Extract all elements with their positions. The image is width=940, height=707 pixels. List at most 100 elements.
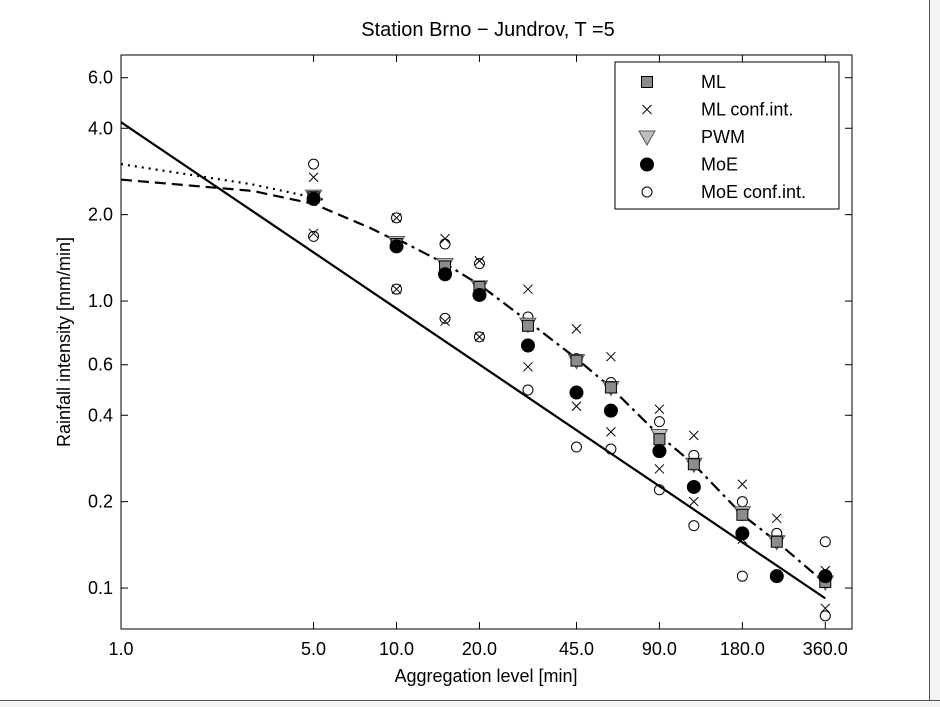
marker-moe-conf-int (570, 441, 582, 453)
legend-entry: ML conf.int. (642, 100, 793, 120)
x-tick-label: 20.0 (462, 639, 497, 659)
marker-ml (770, 535, 783, 548)
legend-marker (642, 104, 652, 115)
x-stroke (571, 401, 582, 412)
y-tick-label: 0.2 (88, 492, 113, 512)
legend-entry: ML (641, 72, 726, 92)
x-stroke (654, 464, 665, 474)
marker-moe-conf-int (736, 496, 748, 508)
marker-moe (818, 569, 833, 584)
x-tick-label: 180.0 (720, 639, 765, 659)
marker-moe (389, 239, 404, 254)
x-stroke (391, 284, 402, 295)
marker-ml-conf-int (688, 496, 699, 507)
marker-ml-conf-int (308, 228, 319, 239)
marker-moe (569, 385, 584, 400)
marker-ml (570, 354, 583, 367)
y-tick-label: 1.0 (88, 291, 113, 311)
y-tick-label: 4.0 (88, 118, 113, 138)
x-stroke (606, 427, 616, 437)
marker-moe (603, 403, 618, 418)
x-tick-label: 45.0 (559, 639, 594, 659)
x-tick-label: 5.0 (301, 639, 326, 659)
marker-moe-conf-int (439, 312, 451, 324)
x-stroke (642, 104, 652, 115)
x-stroke (308, 172, 319, 183)
x-stroke (606, 351, 616, 362)
marker-moe-conf-int (653, 484, 665, 496)
marker-ml-conf-int (523, 361, 533, 372)
marker-moe-conf-int (819, 610, 831, 622)
x-tick-label: 90.0 (642, 639, 677, 659)
x-stroke (391, 212, 402, 223)
legend-label: MoE conf.int. (701, 182, 806, 202)
marker-moe-conf-int (308, 230, 320, 242)
marker-moe (735, 526, 750, 541)
plot-area-frame (120, 54, 853, 630)
marker-moe-conf-int (653, 416, 665, 428)
x-stroke (654, 404, 665, 415)
x-stroke (474, 256, 485, 266)
x-axis-label: Aggregation level [min] (394, 666, 577, 686)
y-tick-label: 6.0 (88, 68, 113, 88)
marker-ml (521, 319, 534, 332)
chart-title: Station Brno − Jundrov, T =5 (361, 19, 615, 41)
marker-ml-conf-int (391, 212, 402, 223)
marker-moe-conf-int (308, 158, 320, 170)
x-stroke (308, 228, 319, 239)
marker-ml-conf-int (474, 332, 485, 342)
x-stroke (771, 513, 782, 524)
chart: Station Brno − Jundrov, T =5 1.0 5.0 10.0 2… (54, 19, 853, 686)
legend-marker (641, 186, 653, 198)
legend-marker (638, 130, 656, 147)
marker-ml-conf-int (474, 256, 485, 266)
marker-ml-conf-int (737, 479, 748, 490)
marker-moe (769, 569, 784, 584)
marker-moe-conf-int (819, 536, 831, 548)
x-tick-label: 1.0 (108, 639, 133, 659)
legend: ML ML conf.int. PWM MoE MoE conf.int. (614, 61, 840, 210)
x-stroke (474, 332, 485, 342)
x-stroke (523, 361, 533, 372)
marker-moe-conf-int (736, 570, 748, 582)
marker-ml (687, 458, 700, 471)
marker-ml (736, 508, 749, 521)
marker-ml (604, 381, 617, 394)
marker-ml-conf-int (571, 401, 582, 412)
y-tick-label: 2.0 (88, 205, 113, 225)
x-stroke (737, 479, 748, 490)
x-stroke (688, 430, 699, 441)
marker-ml-conf-int (440, 316, 450, 327)
legend-label: PWM (701, 127, 745, 147)
legend-entry: PWM (638, 127, 745, 147)
marker-ml-conf-int (606, 427, 616, 437)
marker-ml-conf-int (571, 324, 582, 334)
y-tick-label: 0.6 (88, 355, 113, 375)
x-tick-label: 10.0 (379, 639, 414, 659)
marker-ml-conf-int (771, 513, 782, 524)
fit-line-solid (121, 121, 826, 600)
y-tick-label: 0.1 (88, 578, 113, 598)
marker-ml-conf-int (654, 464, 665, 474)
x-tick-label: 360.0 (803, 639, 848, 659)
x-stroke (440, 316, 450, 327)
marker-moe (520, 338, 535, 353)
legend-entry: MoE (640, 155, 738, 175)
marker-moe (686, 479, 701, 494)
window-frame-bottom (0, 700, 940, 707)
legend-label: ML (701, 72, 726, 92)
marker-ml-conf-int (606, 351, 616, 362)
marker-moe (472, 287, 487, 302)
marker-moe (652, 444, 667, 459)
fit-line-dotted (121, 163, 326, 202)
y-axis-label: Rainfall intensity [mm/min] (54, 237, 74, 447)
marker-ml-conf-int (523, 284, 533, 295)
y-tick-label: 0.4 (88, 405, 113, 425)
marker-moe-conf-int (473, 331, 485, 343)
marker-moe-conf-int (473, 258, 485, 270)
marker-ml (653, 433, 666, 446)
legend-entry: MoE conf.int. (641, 182, 806, 202)
marker-moe (306, 191, 321, 206)
marker-ml-conf-int (308, 172, 319, 183)
marker-moe-conf-int (439, 238, 451, 250)
